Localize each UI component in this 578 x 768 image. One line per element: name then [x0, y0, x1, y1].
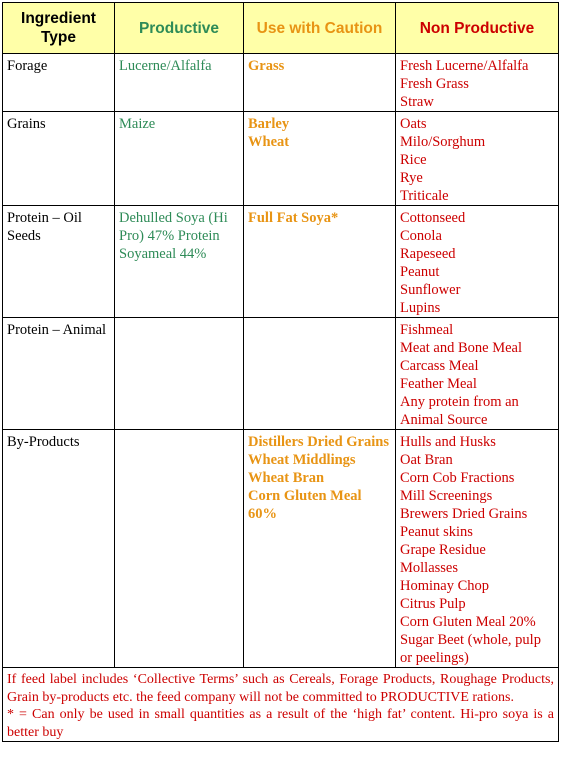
caution-cell: Full Fat Soya*: [243, 205, 396, 318]
header-use-with-caution: Use with Caution: [243, 2, 396, 54]
productive-cell: [114, 317, 244, 430]
non-productive-item: Triticale: [400, 188, 449, 204]
caution-item: Full Fat Soya*: [248, 210, 339, 226]
table-row: Forage Lucerne/Alfalfa Grass Fresh Lucerne/…: [2, 53, 559, 112]
table-row: By-Products Distillers Dried Grains Wheat …: [2, 429, 559, 668]
collective-terms-note: If feed label includes ‘Collective Terms…: [7, 672, 554, 705]
non-productive-item: Fresh Grass: [400, 76, 469, 92]
non-productive-item: Fishmeal: [400, 322, 454, 338]
non-productive-item: Carcass Meal: [400, 358, 479, 374]
feed-ingredient-table: Ingredient Type Productive Use with Caut…: [2, 2, 559, 742]
non-productive-item: Mollasses: [400, 560, 458, 576]
non-productive-item: Sunflower: [400, 282, 461, 298]
non-productive-item: Mill Screenings: [400, 488, 493, 504]
header-row: Ingredient Type Productive Use with Caut…: [2, 2, 559, 54]
productive-cell: Dehulled Soya (Hi Pro) 47% Protein Soyame…: [114, 205, 244, 318]
ingredient-type-cell: Protein – Oil Seeds: [2, 205, 115, 318]
caution-cell: Grass: [243, 53, 396, 112]
non-productive-item: Brewers Dried Grains: [400, 506, 528, 522]
header-productive: Productive: [114, 2, 244, 54]
non-productive-item: Straw: [400, 94, 434, 110]
non-productive-item: Feather Meal: [400, 376, 477, 392]
full-fat-footnote: * = Can only be used in small quantities…: [7, 707, 554, 740]
note-row: If feed label includes ‘Collective Terms…: [2, 667, 559, 742]
non-productive-item: Rye: [400, 170, 423, 186]
caution-item: Distillers Dried Grains: [248, 434, 389, 450]
non-productive-item: Rice: [400, 152, 427, 168]
caution-cell: Distillers Dried Grains Wheat Middlings Wh…: [243, 429, 396, 668]
caution-item: Wheat Bran: [248, 470, 325, 486]
productive-item: Maize: [119, 116, 156, 132]
non-productive-item: Oats: [400, 116, 427, 132]
caution-cell: [243, 317, 396, 430]
non-productive-item: Cottonseed: [400, 210, 466, 226]
productive-cell: Lucerne/Alfalfa: [114, 53, 244, 112]
caution-item: Wheat: [248, 134, 290, 150]
productive-item: Soyameal 44%: [119, 246, 207, 262]
non-productive-cell: Hulls and Husks Oat Bran Corn Cob Fraction…: [395, 429, 559, 668]
ingredient-type-cell: Protein – Animal: [2, 317, 115, 430]
non-productive-cell: Fresh Lucerne/Alfalfa Fresh Grass Straw: [395, 53, 559, 112]
non-productive-item: Milo/Sorghum: [400, 134, 486, 150]
ingredient-type-cell: By-Products: [2, 429, 115, 668]
table-row: Grains Maize Barley Wheat Oats Milo/Sorghum Ri…: [2, 111, 559, 206]
non-productive-item: Meat and Bone Meal: [400, 340, 523, 356]
non-productive-item: Oat Bran: [400, 452, 453, 468]
caution-item: Wheat Middlings: [248, 452, 356, 468]
header-ingredient-type: Ingredient Type: [2, 2, 115, 54]
non-productive-item: Conola: [400, 228, 442, 244]
non-productive-item: Corn Cob Fractions: [400, 470, 515, 486]
productive-cell: Maize: [114, 111, 244, 206]
table-row: Protein – Animal Fishmeal Meat and Bone Me…: [2, 317, 559, 430]
non-productive-item: Any protein from an Animal Source: [400, 394, 519, 428]
non-productive-item: Peanut: [400, 264, 440, 280]
ingredient-type-cell: Forage: [2, 53, 115, 112]
caution-item: Corn Gluten Meal 60%: [248, 488, 362, 522]
table-body: Forage Lucerne/Alfalfa Grass Fresh Lucerne/…: [2, 53, 559, 668]
non-productive-item: Sugar Beet (whole, pulp or peelings): [400, 632, 541, 666]
ingredient-type-cell: Grains: [2, 111, 115, 206]
non-productive-item: Corn Gluten Meal 20%: [400, 614, 536, 630]
non-productive-item: Hulls and Husks: [400, 434, 496, 450]
caution-cell: Barley Wheat: [243, 111, 396, 206]
non-productive-cell: Cottonseed Conola Rapeseed Peanut Sunflower L…: [395, 205, 559, 318]
productive-item: Lucerne/Alfalfa: [119, 58, 212, 74]
non-productive-cell: Fishmeal Meat and Bone Meal Carcass Meal Fe…: [395, 317, 559, 430]
non-productive-item: Fresh Lucerne/Alfalfa: [400, 58, 529, 74]
non-productive-cell: Oats Milo/Sorghum Rice Rye Triticale: [395, 111, 559, 206]
productive-item: Dehulled Soya (Hi Pro) 47% Protein: [119, 210, 228, 244]
non-productive-item: Citrus Pulp: [400, 596, 466, 612]
non-productive-item: Grape Residue: [400, 542, 486, 558]
non-productive-item: Rapeseed: [400, 246, 456, 262]
table-row: Protein – Oil Seeds Dehulled Soya (Hi Pro…: [2, 205, 559, 318]
non-productive-item: Peanut skins: [400, 524, 473, 540]
non-productive-item: Hominay Chop: [400, 578, 490, 594]
footnote-cell: If feed label includes ‘Collective Terms…: [2, 667, 559, 742]
productive-cell: [114, 429, 244, 668]
non-productive-item: Lupins: [400, 300, 441, 316]
header-non-productive: Non Productive: [395, 2, 559, 54]
caution-item: Barley: [248, 116, 290, 132]
caution-item: Grass: [248, 58, 285, 74]
